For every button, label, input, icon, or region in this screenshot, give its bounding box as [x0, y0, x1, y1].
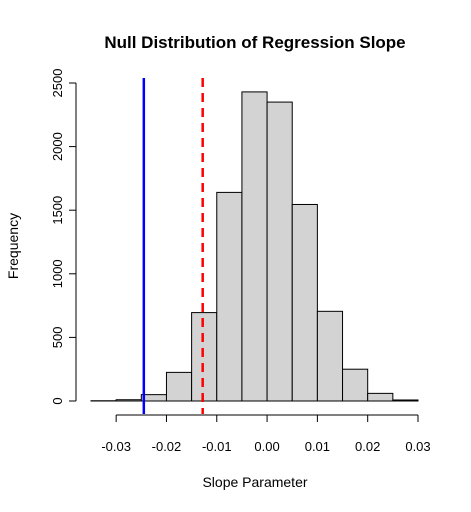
histogram-bar-10 — [342, 368, 369, 402]
histogram-bar-6 — [241, 91, 268, 402]
x-tick-label-2: -0.01 — [202, 439, 232, 454]
x-tick-label-0: -0.03 — [101, 439, 131, 454]
y-tick-label-0: 0 — [50, 397, 65, 404]
chart-title: Null Distribution of Regression Slope — [104, 33, 405, 52]
y-axis-title: Frequency — [5, 213, 21, 279]
y-tick-label-5: 2500 — [50, 69, 65, 98]
y-axis: 0 500 1000 1500 2000 2500 — [50, 69, 77, 405]
histogram-bar-7 — [266, 101, 293, 402]
histogram-bar-8 — [291, 203, 318, 402]
histogram-bar-12 — [392, 399, 419, 402]
y-tick-label-2: 1000 — [50, 259, 65, 288]
x-tick-label-5: 0.02 — [355, 439, 380, 454]
bars-group — [90, 91, 419, 402]
histogram-bar-5 — [216, 191, 243, 402]
histogram-bar-4 — [191, 312, 218, 402]
histogram-bar-9 — [316, 310, 344, 402]
x-tick-label-1: -0.02 — [152, 439, 182, 454]
x-axis-title: Slope Parameter — [202, 474, 307, 490]
y-tick-label-1: 500 — [50, 327, 65, 349]
x-tick-label-6: 0.03 — [405, 439, 430, 454]
y-tick-label-4: 2000 — [50, 132, 65, 161]
histogram-bar-2 — [140, 394, 167, 402]
histogram-bar-11 — [367, 392, 394, 402]
x-tick-label-4: 0.01 — [305, 439, 330, 454]
histogram-bar-1 — [115, 399, 142, 402]
x-axis: -0.03 -0.02 -0.01 0.00 0.01 0.02 0.03 — [101, 414, 431, 454]
histogram-bar-3 — [165, 371, 193, 402]
x-tick-label-3: 0.00 — [254, 439, 279, 454]
reference-lines-group — [142, 78, 204, 414]
y-tick-label-3: 1500 — [50, 196, 65, 225]
